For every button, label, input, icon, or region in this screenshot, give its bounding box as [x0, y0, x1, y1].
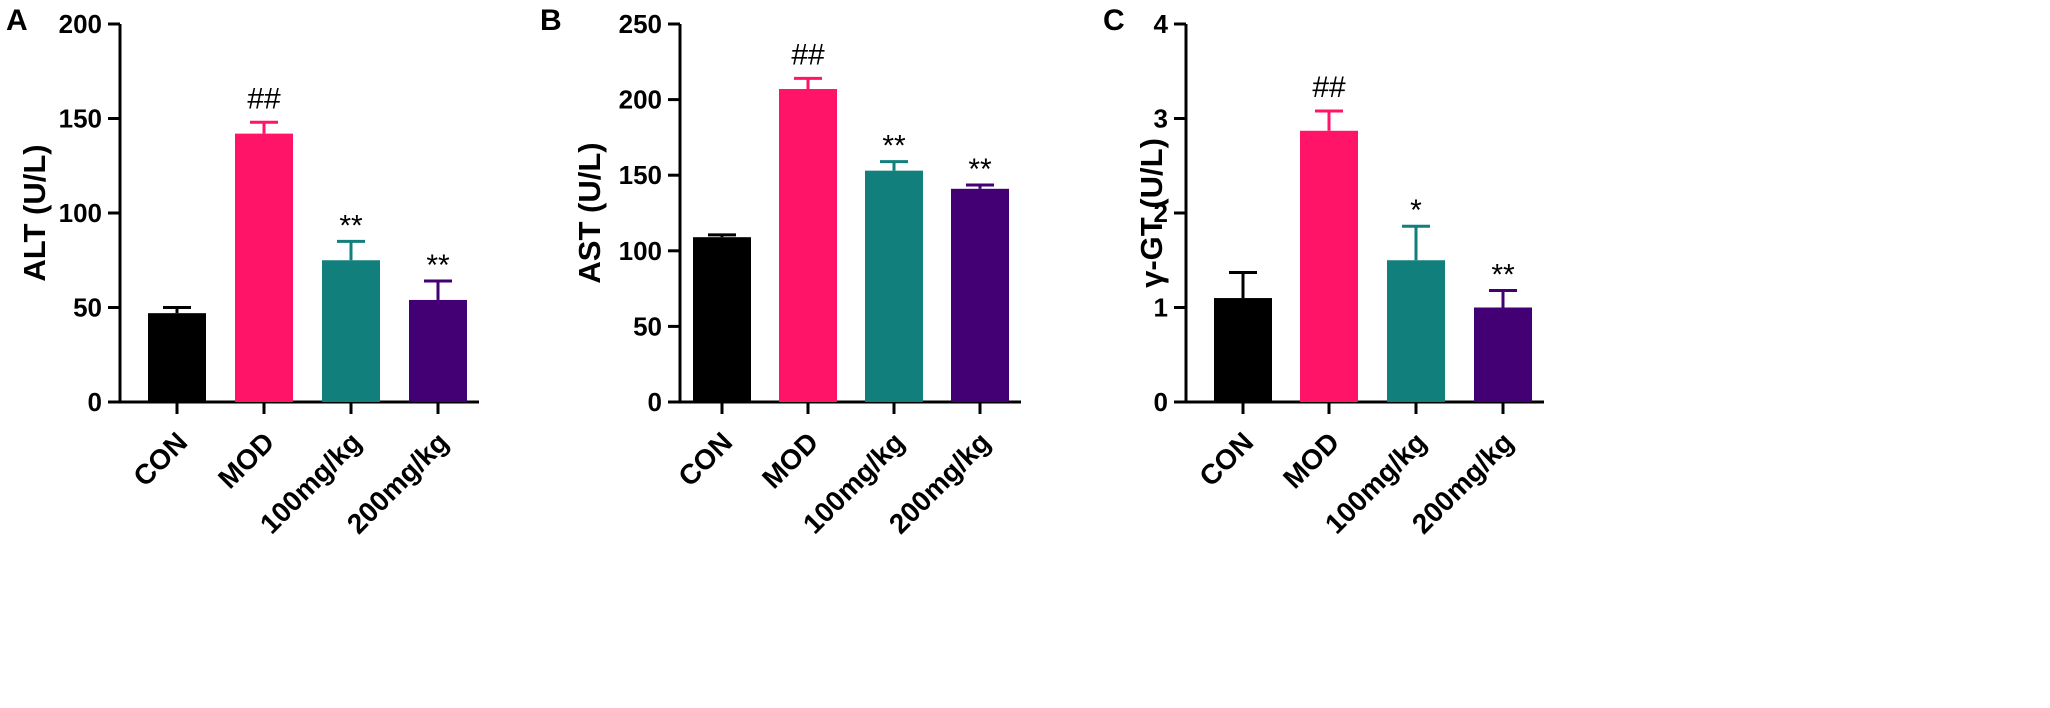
panel-letter: C — [1103, 4, 1125, 37]
bar-con — [693, 237, 751, 402]
y-tick-label: 3 — [1154, 104, 1168, 134]
bar-con — [148, 313, 206, 402]
y-tick-label: 150 — [619, 160, 662, 190]
bar-con — [1214, 298, 1272, 402]
panel-letter: A — [6, 4, 28, 37]
bar-200mg-kg — [951, 188, 1009, 402]
y-tick-label: 1 — [1154, 293, 1168, 323]
y-tick-label: 50 — [633, 311, 662, 341]
y-tick-label: 4 — [1154, 9, 1169, 39]
y-tick-label: 0 — [1154, 387, 1168, 417]
y-tick-label: 250 — [619, 9, 662, 39]
bar-100mg-kg — [322, 260, 380, 402]
bar-200mg-kg — [1474, 307, 1532, 402]
bar-mod — [779, 89, 837, 403]
y-axis-title: AST (U/L) — [572, 142, 607, 283]
y-tick-label: 100 — [59, 198, 102, 228]
y-tick-label: 200 — [59, 9, 102, 39]
x-tick-label-con: CON — [127, 426, 193, 492]
y-tick-label: 100 — [619, 236, 662, 266]
significance-label: ** — [426, 249, 450, 282]
significance-label: ## — [247, 82, 281, 115]
significance-label: * — [1410, 194, 1422, 227]
y-tick-label: 200 — [619, 85, 662, 115]
x-tick-label-mod: MOD — [212, 426, 280, 494]
bar-100mg-kg — [865, 170, 923, 402]
significance-label: ## — [1312, 71, 1346, 104]
y-tick-label: 0 — [88, 387, 102, 417]
bar-100mg-kg — [1387, 260, 1445, 402]
significance-label: ** — [339, 209, 363, 242]
significance-label: ** — [1491, 258, 1515, 291]
significance-label: ** — [968, 153, 992, 186]
y-tick-label: 150 — [59, 104, 102, 134]
y-tick-label: 0 — [648, 387, 662, 417]
x-tick-label-con: CON — [1193, 426, 1259, 492]
bar-mod — [235, 133, 293, 402]
significance-label: ** — [882, 130, 906, 163]
bar-200mg-kg — [409, 299, 467, 402]
y-tick-label: 50 — [73, 293, 102, 323]
y-axis-title: γ-GT (U/L) — [1134, 138, 1169, 288]
x-tick-label-mod: MOD — [756, 426, 824, 494]
y-tick-label: 2 — [1154, 198, 1168, 228]
y-axis-title: ALT (U/L) — [17, 144, 52, 281]
x-tick-label-mod: MOD — [1277, 426, 1345, 494]
x-tick-label-con: CON — [672, 426, 738, 492]
bar-mod — [1300, 130, 1358, 402]
panel-letter: B — [540, 4, 562, 37]
significance-label: ## — [791, 38, 825, 71]
